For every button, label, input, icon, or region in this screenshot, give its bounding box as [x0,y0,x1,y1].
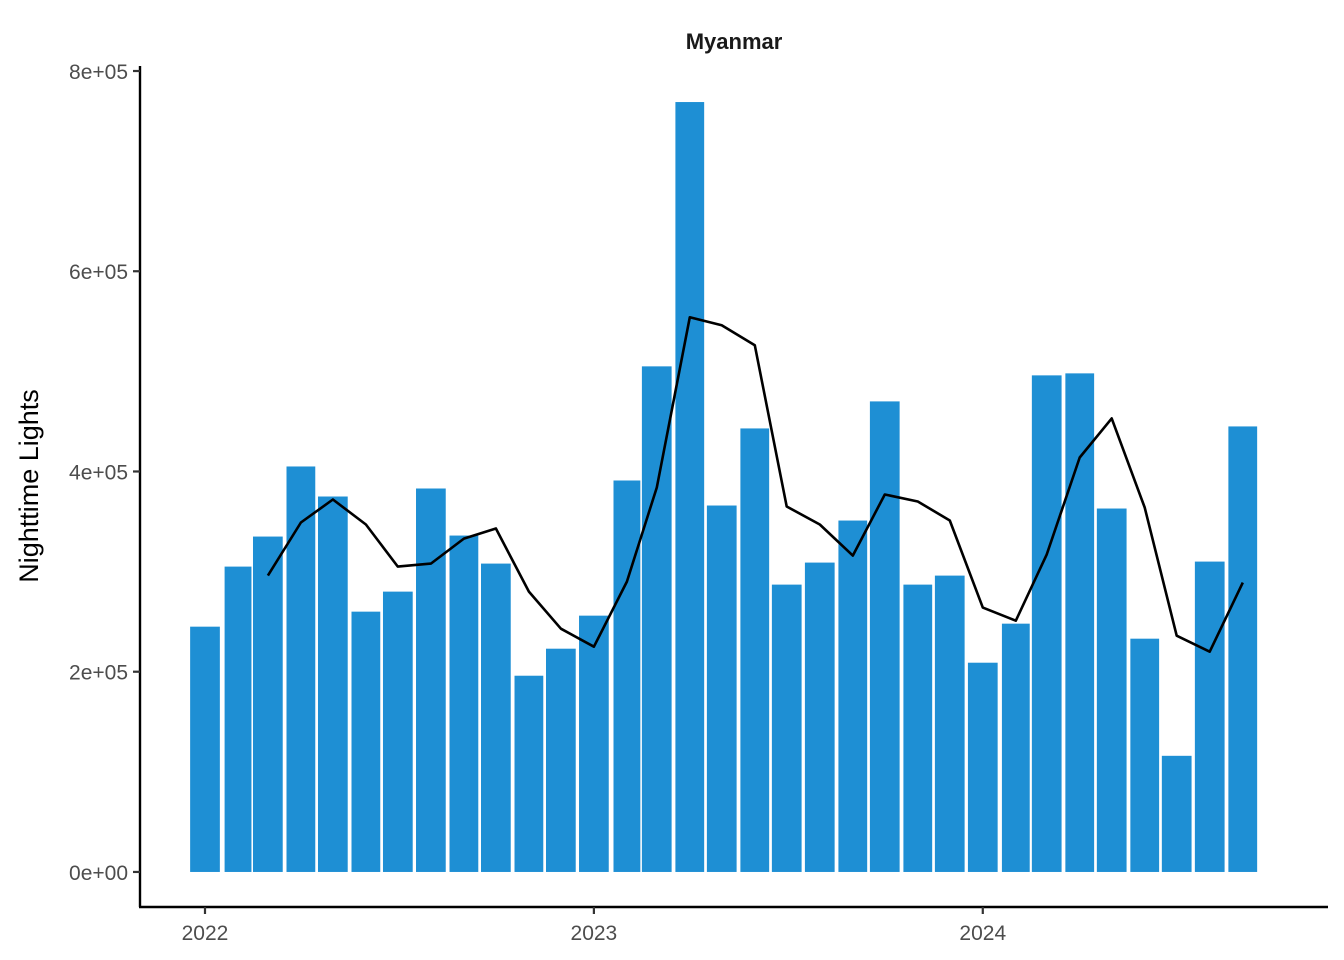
bar-2023-04-01 [675,102,705,872]
bar-2023-09-01 [838,520,868,872]
bar-2023-11-01 [903,584,933,872]
bar-2022-10-01 [481,563,511,872]
y-axis-ticks: 0e+00 2e+05 4e+05 6e+05 8e+05 [69,61,140,885]
bar-2023-05-01 [706,505,737,872]
bar-2023-08-01 [804,562,835,872]
bar-2024-02-01 [1001,623,1030,872]
x-axis-ticks: 2022 2023 2024 [182,907,1006,945]
x-tick-label: 2022 [182,922,229,945]
bar-2023-06-01 [740,428,770,872]
bar-2024-06-01 [1130,638,1160,872]
bar-2024-09-01 [1228,426,1258,872]
bar-2022-01-01 [190,626,220,872]
bar-2022-12-01 [545,648,576,872]
bar-2022-11-01 [514,675,544,872]
bar-2023-01-01 [579,615,609,872]
bar-2022-03-01 [252,536,283,872]
y-axis-title: Nighttime Lights [14,389,44,583]
x-tick-label: 2023 [571,922,618,945]
bar-2022-02-01 [224,566,252,872]
y-tick-label: 8e+05 [69,61,128,84]
bar-2022-08-01 [416,488,446,872]
bar-2022-06-01 [351,611,381,872]
bar-2022-05-01 [317,496,348,872]
bar-2022-07-01 [382,591,413,872]
y-tick-label: 2e+05 [69,662,128,685]
bar-2023-03-01 [641,366,672,872]
x-tick-label: 2024 [959,922,1006,945]
bar-2024-04-01 [1065,373,1095,872]
bar-2024-07-01 [1161,755,1192,872]
bar-2023-07-01 [771,584,802,872]
bar-2024-01-01 [967,662,998,872]
y-tick-label: 6e+05 [69,261,128,284]
bar-2024-03-01 [1031,375,1062,872]
y-tick-label: 4e+05 [69,461,128,484]
bar-2022-04-01 [286,466,316,872]
chart-title: Myanmar [686,29,783,54]
bar-2022-09-01 [449,535,479,872]
bar-2023-02-01 [613,480,641,872]
bar-2024-08-01 [1194,561,1225,872]
y-tick-label: 0e+00 [69,862,128,885]
trend-line [266,316,1244,653]
bar-2023-10-01 [869,401,900,872]
trend-line-layer [266,316,1244,653]
bar-2023-12-01 [934,575,965,872]
bar-2024-05-01 [1096,508,1127,872]
bars-layer [190,102,1258,872]
